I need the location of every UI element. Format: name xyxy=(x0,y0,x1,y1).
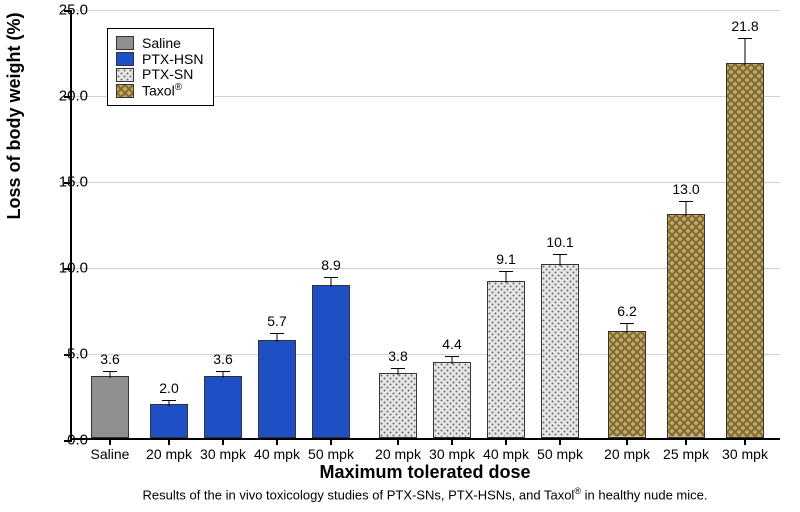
error-cap xyxy=(445,356,459,357)
error-bar xyxy=(331,277,332,287)
legend-swatch xyxy=(116,68,134,82)
bar xyxy=(150,404,188,438)
bar xyxy=(433,362,471,438)
bar xyxy=(608,331,646,438)
x-tick-label: 30 mpk xyxy=(722,446,768,462)
error-cap xyxy=(679,201,693,202)
chart-container: Loss of body weight (%) 3.6 2.0 3.6 5.7 8.9 3… xyxy=(0,0,800,512)
bar xyxy=(312,285,350,438)
bar xyxy=(91,376,129,438)
x-tick-label: 25 mpk xyxy=(663,446,709,462)
legend-swatch xyxy=(116,52,134,66)
x-tick-label: Saline xyxy=(91,446,130,462)
bar xyxy=(258,340,296,438)
error-cap xyxy=(270,333,284,334)
x-tick xyxy=(397,438,399,445)
error-cap xyxy=(391,368,405,369)
bar-value-label: 6.2 xyxy=(597,303,657,319)
error-cap xyxy=(103,371,117,372)
bar-value-label: 8.9 xyxy=(301,257,361,273)
error-bar xyxy=(560,254,561,266)
bar-value-label: 3.8 xyxy=(368,348,428,364)
x-tick xyxy=(168,438,170,445)
error-bar xyxy=(452,356,453,365)
bar-value-label: 3.6 xyxy=(193,351,253,367)
x-tick-label: 20 mpk xyxy=(146,446,192,462)
error-cap xyxy=(216,371,230,372)
x-axis-label: Maximum tolerated dose xyxy=(70,462,780,483)
x-tick xyxy=(276,438,278,445)
bar-value-label: 2.0 xyxy=(139,380,199,396)
y-axis-label: Loss of body weight (%) xyxy=(4,13,25,220)
bar-value-label: 13.0 xyxy=(656,181,716,197)
error-bar xyxy=(398,368,399,375)
error-bar xyxy=(506,271,507,283)
bar-value-label: 9.1 xyxy=(476,251,536,267)
caption-prefix: Results of the in vivo toxicology studie… xyxy=(143,487,575,502)
bar-value-label: 21.8 xyxy=(715,18,775,34)
x-tick xyxy=(222,438,224,445)
bar xyxy=(379,373,417,438)
legend-item: Saline xyxy=(116,36,203,51)
x-tick-label: 30 mpk xyxy=(429,446,475,462)
error-cap xyxy=(738,38,752,39)
error-bar xyxy=(686,201,687,216)
x-tick xyxy=(626,438,628,445)
plot-area: 3.62.03.65.78.93.84.49.110.16.213.021.8 … xyxy=(70,10,780,440)
error-bar xyxy=(110,371,111,378)
legend-item: PTX-SN xyxy=(116,67,203,82)
bar-value-label: 10.1 xyxy=(530,234,590,250)
x-tick-label: 30 mpk xyxy=(200,446,246,462)
bar-value-label: 4.4 xyxy=(422,336,482,352)
error-cap xyxy=(499,271,513,272)
bar xyxy=(726,63,764,438)
legend-label: PTX-HSN xyxy=(142,52,203,67)
legend-swatch xyxy=(116,36,134,50)
bar xyxy=(541,264,579,438)
legend: SalinePTX-HSNPTX-SNTaxol® xyxy=(107,28,214,106)
error-cap xyxy=(324,277,338,278)
x-tick-label: 20 mpk xyxy=(604,446,650,462)
x-tick-label: 40 mpk xyxy=(483,446,529,462)
x-tick xyxy=(685,438,687,445)
error-bar xyxy=(745,38,746,66)
error-bar xyxy=(277,333,278,342)
error-cap xyxy=(620,323,634,324)
bar xyxy=(487,281,525,438)
error-cap xyxy=(553,254,567,255)
x-tick-label: 20 mpk xyxy=(375,446,421,462)
legend-label: PTX-SN xyxy=(142,67,193,82)
legend-label: Saline xyxy=(142,36,181,51)
error-bar xyxy=(627,323,628,333)
x-tick-label: 40 mpk xyxy=(254,446,300,462)
bar-value-label: 5.7 xyxy=(247,313,307,329)
bar xyxy=(204,376,242,438)
x-tick-label: 50 mpk xyxy=(537,446,583,462)
chart-caption: Results of the in vivo toxicology studie… xyxy=(70,486,780,502)
legend-item: Taxol® xyxy=(116,83,203,98)
bar xyxy=(667,214,705,438)
legend-label: Taxol® xyxy=(142,83,182,98)
x-tick xyxy=(109,438,111,445)
x-tick xyxy=(559,438,561,445)
error-cap xyxy=(162,400,176,401)
legend-item: PTX-HSN xyxy=(116,52,203,67)
x-tick xyxy=(330,438,332,445)
error-bar xyxy=(223,371,224,378)
x-tick xyxy=(505,438,507,445)
bar-value-label: 3.6 xyxy=(80,351,140,367)
x-tick xyxy=(744,438,746,445)
caption-suffix: in healthy nude mice. xyxy=(581,487,707,502)
x-tick xyxy=(451,438,453,445)
x-tick-label: 50 mpk xyxy=(308,446,354,462)
legend-swatch xyxy=(116,84,134,98)
